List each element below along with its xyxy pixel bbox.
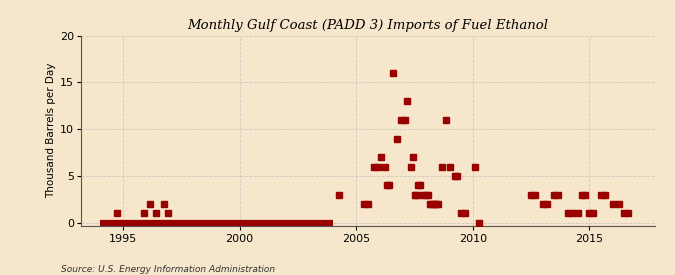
Text: Source: U.S. Energy Information Administration: Source: U.S. Energy Information Administ… <box>61 265 275 274</box>
Title: Monthly Gulf Coast (PADD 3) Imports of Fuel Ethanol: Monthly Gulf Coast (PADD 3) Imports of F… <box>188 19 548 32</box>
Y-axis label: Thousand Barrels per Day: Thousand Barrels per Day <box>46 63 56 198</box>
